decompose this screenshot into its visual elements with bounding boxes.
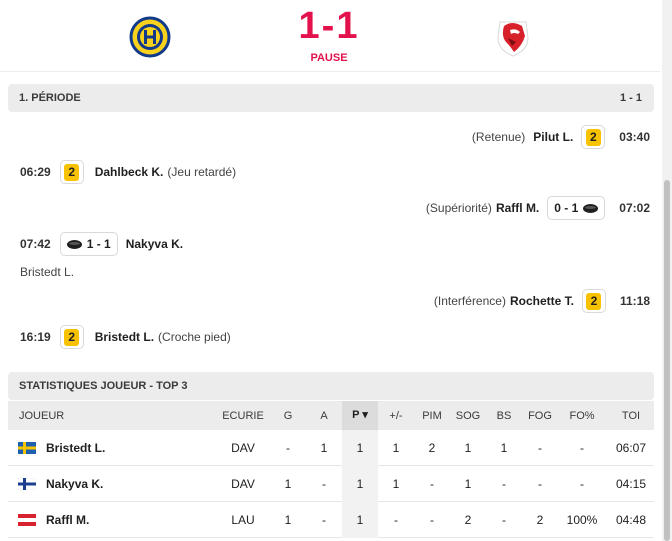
event-player[interactable]: Bristedt L. <box>94 330 155 344</box>
hc-davos-logo[interactable] <box>129 16 171 58</box>
austria-flag <box>18 514 36 526</box>
event-time: 07:02 <box>619 201 650 215</box>
event-goal-right: (Supériorité) Raffl M. 0 - 1 07:02 <box>426 196 650 220</box>
period-title: 1. PÉRIODE <box>19 92 81 104</box>
event-player[interactable]: Raffl M. <box>495 201 540 215</box>
event-player[interactable]: Rochette T. <box>509 294 574 308</box>
match-status: PAUSE <box>310 52 348 64</box>
penalty-badge: 2 <box>581 125 606 149</box>
table-row[interactable]: Bristedt L. DAV - 1 1 1 2 1 1 - - 06:07 <box>8 430 654 466</box>
scrollbar-thumb[interactable] <box>664 180 670 541</box>
col-sog[interactable]: SOG <box>455 410 481 422</box>
event-player[interactable]: Nakyva K. <box>125 237 184 251</box>
col-g[interactable]: G <box>283 410 293 422</box>
penalty-badge: 2 <box>581 289 606 313</box>
col-ecurie[interactable]: ECURIE <box>222 410 264 422</box>
col-a[interactable]: A <box>320 410 328 422</box>
table-row[interactable]: Raffl M. LAU 1 - 1 - - 2 - 2 100% 04:48 <box>8 502 654 538</box>
event-player[interactable]: Pilut L. <box>533 130 574 144</box>
col-p-sorted[interactable]: P ▾ <box>342 401 378 430</box>
col-plusminus[interactable]: +/- <box>389 410 403 422</box>
event-penalty-right: (Retenue) Pilut L. 2 03:40 <box>472 125 650 149</box>
period-score: 1 - 1 <box>619 92 642 104</box>
stats-table-header: JOUEUR ECURIE G A P ▾ +/- PIM SOG BS FOG… <box>8 401 654 430</box>
event-time: 03:40 <box>619 130 650 144</box>
sweden-flag <box>18 442 36 454</box>
event-penalty-right: (Interférence) Rochette T. 2 11:18 <box>434 289 650 313</box>
finland-flag <box>18 478 36 490</box>
event-time: 07:42 <box>20 237 51 251</box>
event-time: 11:18 <box>619 294 650 308</box>
table-row[interactable]: Nakyva K. DAV 1 - 1 1 - 1 - - - 04:15 <box>8 466 654 502</box>
puck-icon <box>66 239 82 249</box>
match-score: 1-1 <box>298 5 360 47</box>
player-name[interactable]: Raffl M. <box>46 513 90 527</box>
event-time: 06:29 <box>20 165 51 179</box>
col-fog[interactable]: FOG <box>528 410 552 422</box>
goal-badge: 1 - 1 <box>59 232 118 256</box>
goal-assist[interactable]: Bristedt L. <box>20 265 75 279</box>
col-joueur[interactable]: JOUEUR <box>19 410 65 422</box>
player-name[interactable]: Bristedt L. <box>46 441 106 455</box>
event-goal-left: 07:42 1 - 1 Nakyva K. <box>20 232 183 256</box>
col-fo-percent[interactable]: FO% <box>569 410 595 422</box>
event-penalty-left: 16:19 2 Bristedt L. (Croche pied) <box>20 325 231 349</box>
stats-header: STATISTIQUES JOUEUR - TOP 3 <box>8 372 654 400</box>
event-time: 16:19 <box>20 330 51 344</box>
event-player[interactable]: Dahlbeck K. <box>94 165 164 179</box>
period-header: 1. PÉRIODE 1 - 1 <box>8 84 654 112</box>
player-name[interactable]: Nakyva K. <box>46 477 104 491</box>
goal-badge: 0 - 1 <box>547 196 606 220</box>
col-bs[interactable]: BS <box>496 410 512 422</box>
penalty-badge: 2 <box>59 160 84 184</box>
puck-icon <box>583 203 599 213</box>
col-toi[interactable]: TOI <box>621 410 641 422</box>
score-header: 1-1 PAUSE <box>0 0 660 72</box>
event-penalty-left: 06:29 2 Dahlbeck K. (Jeu retardé) <box>20 160 236 184</box>
lausanne-hc-lion-logo[interactable] <box>492 16 534 58</box>
penalty-badge: 2 <box>59 325 84 349</box>
stats-title: STATISTIQUES JOUEUR - TOP 3 <box>19 380 188 392</box>
col-pim[interactable]: PIM <box>422 410 442 422</box>
